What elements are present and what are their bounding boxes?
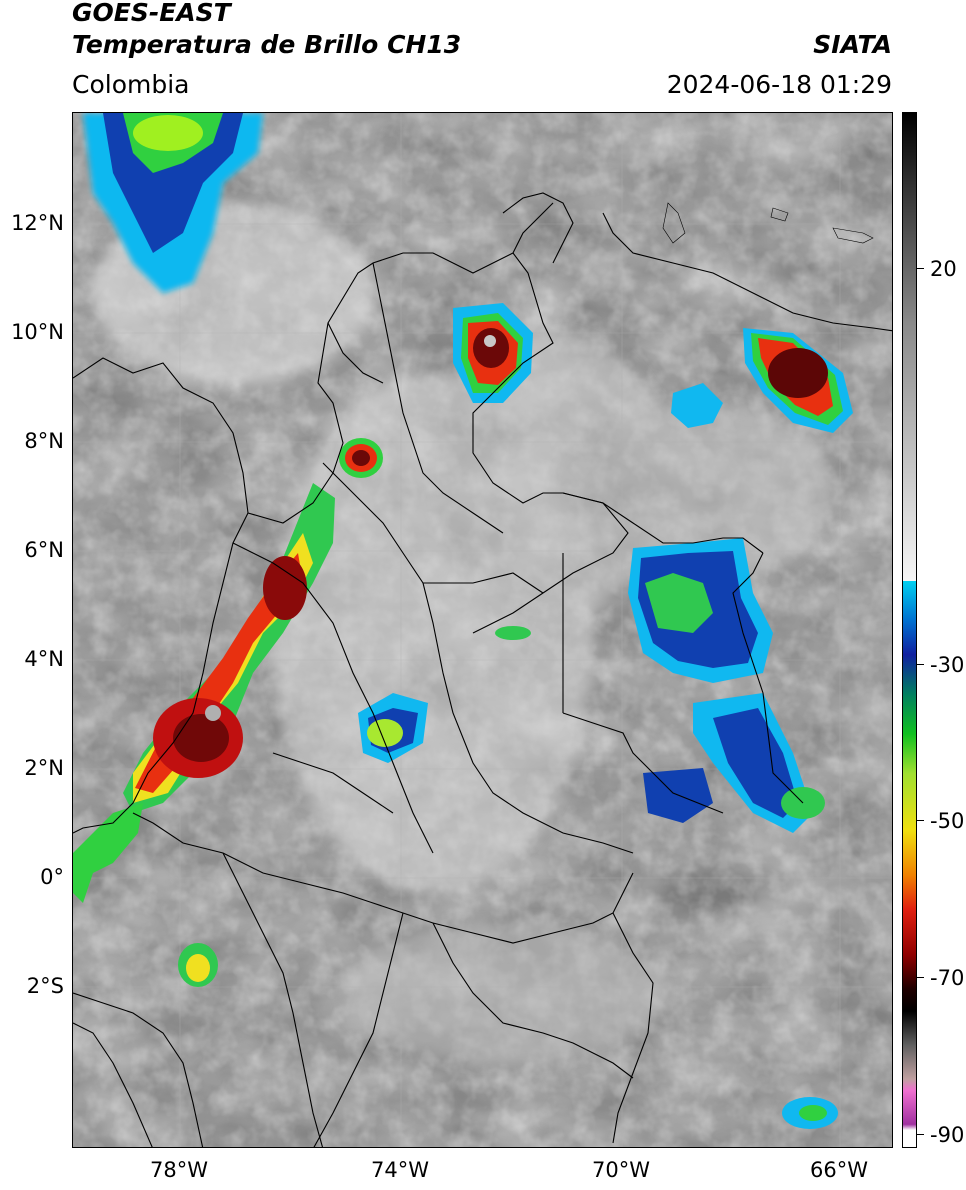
storm-cell-venezuela: [743, 328, 853, 433]
cb-label-m50: -50: [930, 809, 965, 833]
lon-label-78w: 78°W: [150, 1158, 208, 1182]
lon-label-66w: 66°W: [810, 1158, 868, 1182]
cb-tick-m50: [917, 820, 924, 821]
lat-label-12n: 12°N: [11, 211, 64, 235]
satellite-map[interactable]: [72, 112, 893, 1148]
cb-tick-20: [917, 268, 924, 269]
lat-label-6n: 6°N: [24, 538, 64, 562]
storm-cell-guajira: [453, 303, 533, 403]
cb-label-m30: -30: [930, 653, 965, 677]
storm-cell-antioquia: [339, 438, 383, 478]
cb-label-20: 20: [930, 257, 957, 281]
cb-tick-m30: [917, 664, 924, 665]
lat-label-2s: 2°S: [26, 974, 64, 998]
lat-label-8n: 8°N: [24, 429, 64, 453]
cloud-fragment-1: [671, 383, 723, 428]
storm-cell-caribbean-nw: [83, 113, 263, 293]
cb-tick-m90: [917, 1134, 924, 1135]
colorbar: [902, 112, 917, 1148]
storm-cells-central: [178, 626, 838, 1129]
org-label: SIATA: [813, 30, 892, 59]
cb-label-m90: -90: [930, 1123, 965, 1147]
coast-islands: [662, 202, 874, 244]
cb-tick-m70: [917, 977, 924, 978]
lon-label-74w: 74°W: [371, 1158, 429, 1182]
boundaries: [73, 192, 892, 1147]
cb-label-m70: -70: [930, 966, 965, 990]
lat-label-4n: 4°N: [24, 647, 64, 671]
colorbar-svg: [903, 113, 916, 1147]
lat-label-10n: 10°N: [11, 320, 64, 344]
storm-cluster-orinoquia: [628, 538, 825, 833]
lat-label-0: 0°: [40, 865, 64, 889]
title-product: Temperatura de Brillo CH13: [72, 30, 462, 59]
region-label: Colombia: [72, 70, 190, 99]
lon-label-70w: 70°W: [592, 1158, 650, 1182]
lat-label-2n: 2°N: [24, 756, 64, 780]
map-svg: [73, 113, 892, 1147]
datetime-label: 2024-06-18 01:29: [666, 70, 892, 99]
title-satellite: GOES-EAST: [72, 0, 231, 27]
